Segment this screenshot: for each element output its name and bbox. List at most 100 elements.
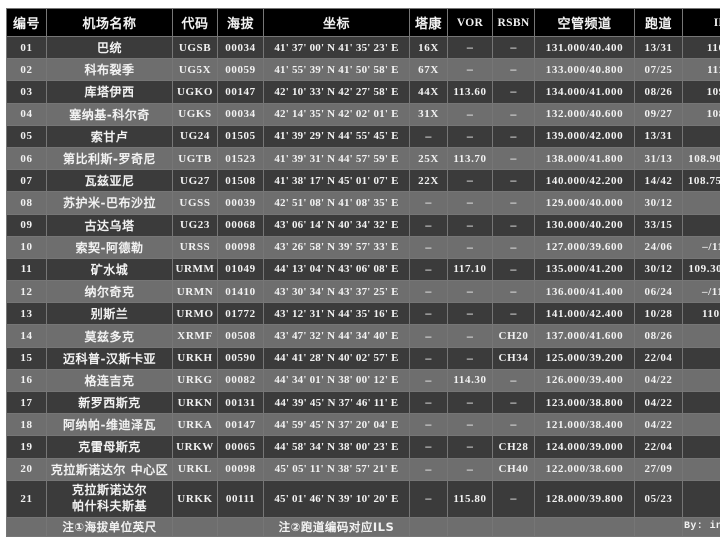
- column-header-5: 塔康: [410, 9, 448, 37]
- cell-vor: –: [448, 303, 493, 325]
- cell-runway: 30/12: [635, 258, 683, 280]
- cell-elev: 00059: [218, 59, 264, 81]
- cell-id: 21: [7, 480, 47, 517]
- cell-runway: 30/12: [635, 192, 683, 214]
- cell-runway: 31/13: [635, 147, 683, 169]
- cell-runway: 04/22: [635, 414, 683, 436]
- cell-id: 08: [7, 192, 47, 214]
- cell-vor: 114.30: [448, 369, 493, 391]
- cell-rsbn: CH28: [493, 436, 535, 458]
- cell-freq: 131.000/40.400: [535, 37, 635, 59]
- cell-vor: 113.70: [448, 147, 493, 169]
- cell-rsbn: –: [493, 192, 535, 214]
- cell-id: 05: [7, 125, 47, 147]
- cell-id: 12: [7, 281, 47, 303]
- cell-runway: 07/25: [635, 59, 683, 81]
- cell-code: URMM: [173, 258, 218, 280]
- cell-code: UGKS: [173, 103, 218, 125]
- table-header: 编号机场名称代码海拔坐标塔康VORRSBN空管频道跑道ILS: [7, 9, 720, 37]
- cell-tacan: –: [410, 258, 448, 280]
- cell-rsbn: –: [493, 37, 535, 59]
- cell-tacan: 67X: [410, 59, 448, 81]
- cell-name: 塞纳基-科尔奇: [47, 103, 173, 125]
- cell-runway: 05/23: [635, 480, 683, 517]
- cell-code: UG23: [173, 214, 218, 236]
- cell-ils: 108.75/108.75: [683, 170, 720, 192]
- cell-runway: 09/27: [635, 103, 683, 125]
- cell-vor: –: [448, 414, 493, 436]
- cell-rsbn: –: [493, 170, 535, 192]
- cell-vor: 113.60: [448, 81, 493, 103]
- cell-freq: 122.000/38.600: [535, 458, 635, 480]
- cell-id: 19: [7, 436, 47, 458]
- cell-coord: 45' 05' 11' N 38' 57' 21' E: [264, 458, 410, 480]
- cell-ils: –: [683, 458, 720, 480]
- cell-code: URKL: [173, 458, 218, 480]
- cell-ils: –: [683, 347, 720, 369]
- cell-id: 13: [7, 303, 47, 325]
- cell-coord: 43' 12' 31' N 44' 35' 16' E: [264, 303, 410, 325]
- cell-ils: –: [683, 480, 720, 517]
- cell-coord: 43' 30' 34' N 43' 37' 25' E: [264, 281, 410, 303]
- column-header-0: 编号: [7, 9, 47, 37]
- column-header-4: 坐标: [264, 9, 410, 37]
- cell-elev: 00068: [218, 214, 264, 236]
- cell-tacan: –: [410, 303, 448, 325]
- cell-coord: 44' 34' 01' N 38' 00' 12' E: [264, 369, 410, 391]
- cell-runway: 08/26: [635, 325, 683, 347]
- column-header-8: 空管频道: [535, 9, 635, 37]
- cell-coord: 44' 13' 04' N 43' 06' 08' E: [264, 258, 410, 280]
- cell-code: UGKO: [173, 81, 218, 103]
- column-header-6: VOR: [448, 9, 493, 37]
- column-header-2: 代码: [173, 9, 218, 37]
- cell-name: 矿水城: [47, 258, 173, 280]
- cell-tacan: –: [410, 325, 448, 347]
- cell-coord: 41' 38' 17' N 45' 01' 07' E: [264, 170, 410, 192]
- cell-freq: 125.000/39.200: [535, 347, 635, 369]
- cell-code: URKH: [173, 347, 218, 369]
- cell-name: 别斯兰: [47, 303, 173, 325]
- column-header-3: 海拔: [218, 9, 264, 37]
- table-header-row: 编号机场名称代码海拔坐标塔康VORRSBN空管频道跑道ILS: [7, 9, 720, 37]
- cell-runway: 10/28: [635, 303, 683, 325]
- cell-tacan: –: [410, 347, 448, 369]
- cell-name: 索契-阿德勒: [47, 236, 173, 258]
- cell-id: 18: [7, 414, 47, 436]
- cell-ils: 110.50/–: [683, 303, 720, 325]
- cell-freq: 123.000/38.800: [535, 392, 635, 414]
- cell-coord: 42' 14' 35' N 42' 02' 01' E: [264, 103, 410, 125]
- cell-freq: 139.000/42.000: [535, 125, 635, 147]
- cell-id: 03: [7, 81, 47, 103]
- footer-spacer-3: [218, 517, 264, 536]
- cell-id: 17: [7, 392, 47, 414]
- cell-vor: –: [448, 192, 493, 214]
- cell-coord: 44' 39' 45' N 37' 46' 11' E: [264, 392, 410, 414]
- cell-ils: –/110.50: [683, 281, 720, 303]
- cell-tacan: –: [410, 236, 448, 258]
- cell-vor: –: [448, 103, 493, 125]
- cell-name: 巴统: [47, 37, 173, 59]
- cell-ils: 111.50: [683, 59, 720, 81]
- cell-freq: 134.000/41.000: [535, 81, 635, 103]
- cell-name: 瓦兹亚尼: [47, 170, 173, 192]
- cell-freq: 128.000/39.800: [535, 480, 635, 517]
- cell-freq: 138.000/41.800: [535, 147, 635, 169]
- cell-code: UGSS: [173, 192, 218, 214]
- cell-id: 11: [7, 258, 47, 280]
- cell-name: 古达乌塔: [47, 214, 173, 236]
- cell-tacan: –: [410, 281, 448, 303]
- footer-spacer-8: [535, 517, 635, 536]
- cell-rsbn: –: [493, 236, 535, 258]
- cell-id: 06: [7, 147, 47, 169]
- cell-coord: 44' 59' 45' N 37' 20' 04' E: [264, 414, 410, 436]
- cell-coord: 44' 41' 28' N 40' 02' 57' E: [264, 347, 410, 369]
- cell-elev: 00034: [218, 103, 264, 125]
